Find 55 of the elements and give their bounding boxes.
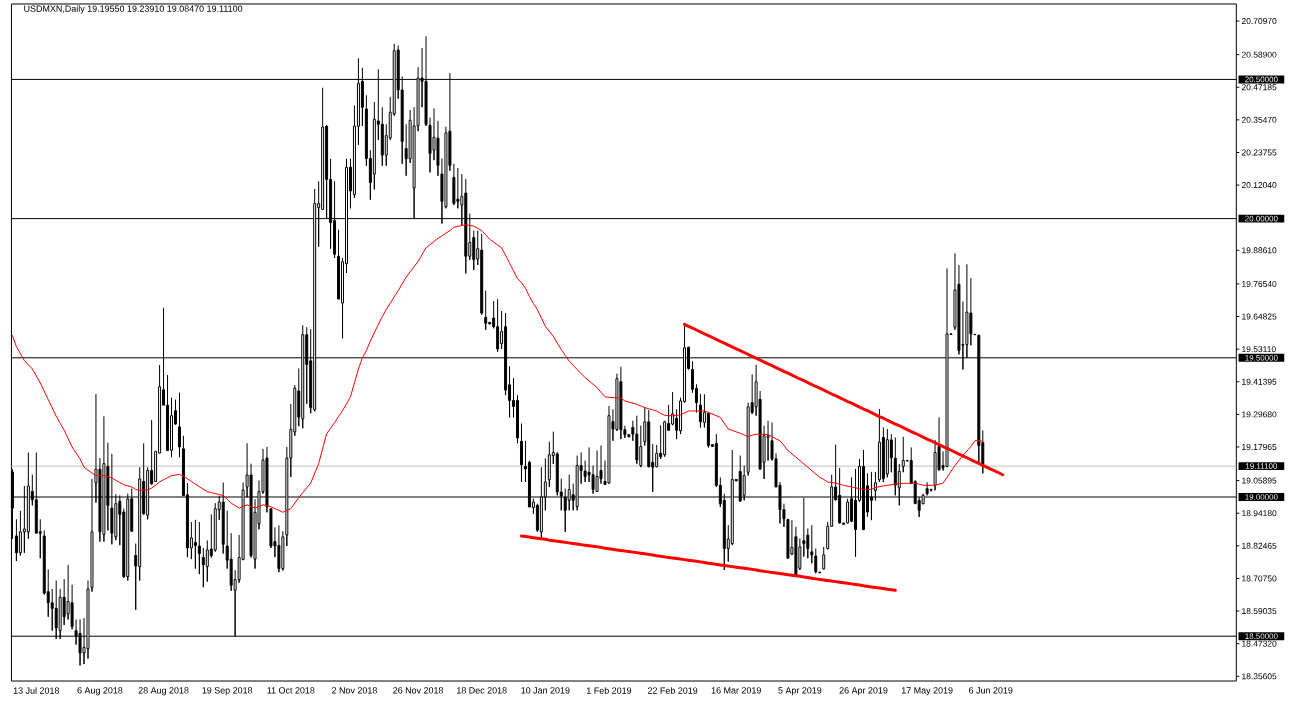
x-tick-label: 13 Jul 2018	[13, 687, 60, 694]
candlestick	[635, 415, 639, 465]
candlestick	[889, 433, 893, 473]
y-tick-label: 19.29680	[1242, 411, 1277, 418]
candlestick	[484, 290, 488, 331]
y-tick-label: 20.12040	[1241, 182, 1277, 189]
y-tick-label: 18.70750	[1242, 575, 1277, 582]
x-tick-label: 6 Aug 2018	[77, 687, 123, 696]
candlestick	[102, 415, 106, 543]
y-tick-label: 20.35470	[1241, 116, 1277, 123]
y-tick-label: 20.58900	[1241, 51, 1277, 58]
x-tick-label: 6 Jun 2019	[969, 687, 1013, 694]
x-tick-label: 1 Feb 2019	[587, 687, 632, 694]
candlestick	[619, 366, 623, 440]
candlestick	[519, 423, 523, 483]
x-tick-label: 26 Apr 2019	[839, 687, 888, 696]
candlestick	[193, 519, 197, 570]
x-tick-label: 26 Nov 2018	[393, 687, 444, 694]
y-tick-label: 19.64825	[1242, 313, 1277, 320]
y-tick-label: 20.47185	[1241, 84, 1277, 91]
x-tick-label: 11 Oct 2018	[267, 687, 315, 694]
candlestick	[607, 405, 611, 485]
x-tick-label: 22 Feb 2019	[647, 687, 698, 694]
chart-title: USDMXN,Daily 19.19550 19.23910 19.08470 19.11100	[24, 5, 243, 14]
y-tick-label: 19.05895	[1242, 477, 1277, 484]
y-tick-label: 19.41395	[1242, 378, 1277, 385]
x-tick-label: 17 May 2019	[901, 687, 953, 696]
x-tick-label: 5 Apr 2019	[778, 687, 822, 696]
y-tick-label: 18.94180	[1242, 510, 1277, 517]
y-tick-label: 18.82465	[1242, 542, 1277, 549]
x-tick-label: 16 Mar 2019	[711, 687, 761, 694]
candlestick	[496, 298, 500, 353]
y-tick-label: 18.47320	[1242, 640, 1277, 647]
y-tick-label: 19.76540	[1242, 280, 1277, 287]
candlestick	[480, 233, 484, 316]
y-tick-label: 18.35605	[1242, 673, 1277, 680]
x-tick-label: 18 Dec 2018	[457, 687, 507, 694]
candlestick	[885, 428, 889, 478]
y-tick-label: 19.88610	[1242, 247, 1277, 254]
y-tick-label: 19.53110	[1242, 346, 1276, 353]
y-tick-label: 18.59035	[1242, 608, 1277, 615]
candlestick	[277, 524, 281, 573]
candlestick	[595, 450, 599, 493]
y-tick-label: 20.70970	[1241, 18, 1277, 25]
candlestick	[901, 436, 905, 473]
x-tick-label: 28 Aug 2018	[138, 687, 189, 696]
candlestick	[197, 521, 201, 575]
x-tick-label: 19 Sep 2018	[202, 687, 253, 696]
x-tick-label: 2 Nov 2018	[332, 687, 377, 694]
candlestick	[177, 392, 181, 458]
y-tick-label: 19.17965	[1242, 444, 1277, 451]
candlestick	[877, 408, 881, 483]
y-tick-label: 20.23755	[1241, 149, 1277, 156]
candlestick	[822, 546, 826, 570]
x-tick-label: 10 Jan 2019	[521, 687, 570, 694]
